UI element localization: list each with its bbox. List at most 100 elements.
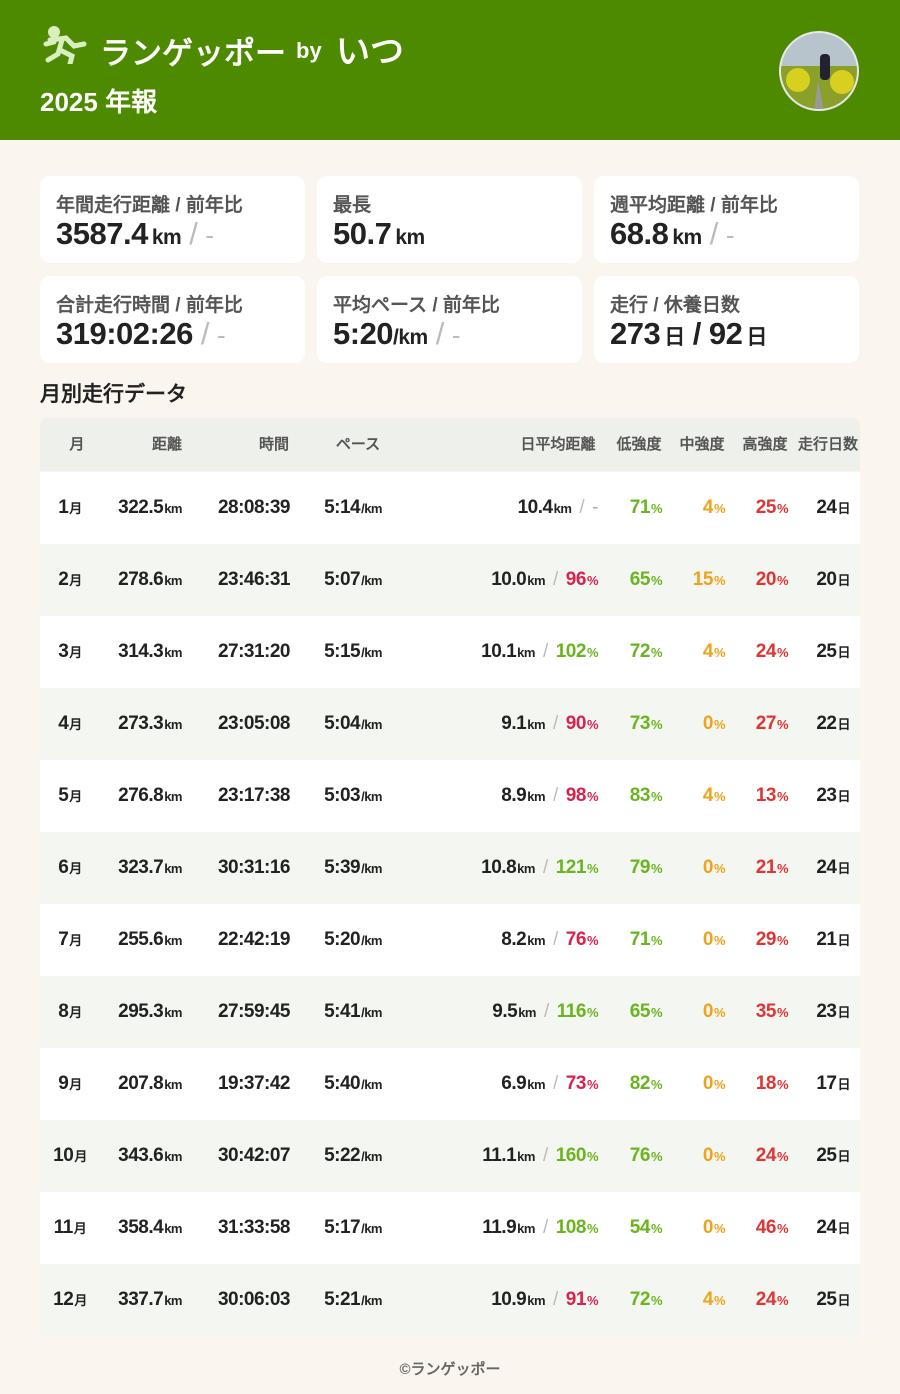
column-header: 低強度 [616, 436, 662, 453]
column-header: 中強度 [679, 436, 725, 453]
unit: km [527, 717, 546, 732]
cell-value: 35 [755, 1001, 777, 1022]
card-value: 50.7 [333, 216, 392, 251]
cell-value: 82 [629, 1073, 651, 1094]
cell-value: 90 [565, 713, 587, 734]
cell-value: 278.6 [118, 569, 164, 590]
table-cell: 10.8km / 121% [481, 832, 598, 904]
unit: 月 [69, 861, 82, 876]
unit: % [776, 645, 789, 660]
table-cell: 0% [703, 832, 726, 904]
table-cell: 30:31:16 [218, 832, 291, 904]
table-cell: 337.7km [118, 1264, 182, 1336]
table-cell: 8.9km / 98% [501, 760, 598, 832]
unit: % [650, 1293, 663, 1308]
cell-value: 5:07 [324, 569, 361, 590]
table-cell: 4% [703, 472, 726, 544]
table-cell: 23日 [816, 760, 850, 832]
table-cell: 13% [756, 760, 789, 832]
card-label: 平均ペース / 前年比 [333, 295, 500, 316]
summary-card: 週平均距離 / 前年比 68.8 km / - [594, 176, 859, 263]
card-compare: - [725, 220, 735, 250]
cell-value: 7 [58, 929, 69, 950]
unit: % [650, 1005, 663, 1020]
cell-value: 5:04 [324, 713, 361, 734]
cell-value: 54 [629, 1217, 651, 1238]
table-cell: 8月 [40, 976, 100, 1048]
cell-value: 23:05:08 [217, 713, 291, 734]
cell-value: 108 [555, 1217, 587, 1238]
cell-value: 5:15 [324, 641, 361, 662]
cell-value: / [553, 1289, 558, 1310]
table-cell: 9月 [40, 1048, 100, 1120]
subtitle: 2025 年報 [40, 87, 158, 117]
table-cell: 30:42:07 [218, 1120, 291, 1192]
table-row: 10月 343.6km 30:42:07 5:22/km 11.1km/160% 76% 0… [40, 1120, 860, 1192]
unit: % [713, 501, 726, 516]
unit: /km [361, 1149, 382, 1164]
unit: 月 [69, 573, 82, 588]
user-name: いつ [336, 33, 404, 71]
unit: km [164, 717, 182, 732]
unit: 月 [69, 933, 82, 948]
cell-value: 0 [702, 1001, 714, 1022]
card-label: 週平均距離 / 前年比 [610, 195, 778, 216]
table-cell: 10.1km / 102% [481, 616, 598, 688]
table-cell: 273.3km [118, 688, 182, 760]
summary-card: 平均ペース / 前年比 5:20/km / - [317, 276, 582, 363]
card-unit: 日 [746, 326, 767, 349]
logo-text: ランゲッポー [100, 36, 286, 71]
cell-value: 5:39 [324, 857, 361, 878]
table-cell: 5:41/km [324, 976, 382, 1048]
card-compare: - [216, 320, 226, 350]
cell-value: 72 [629, 641, 651, 662]
table-cell: 46% [756, 1192, 789, 1264]
cell-value: 27 [755, 713, 777, 734]
summary-card: 合計走行時間 / 前年比 319:02:26/- [40, 276, 305, 363]
unit: % [776, 861, 789, 876]
table-cell: 82% [629, 1048, 663, 1120]
card-value: 5:20 [333, 316, 394, 351]
cell-value: 4 [702, 785, 714, 806]
unit: km [517, 645, 535, 660]
unit: % [713, 573, 726, 588]
table-row: 8月 295.3km 27:59:45 5:41/km 9.5km/116% 65% 0% 3… [40, 976, 860, 1048]
card-separator: / [692, 316, 702, 351]
table-cell: 5:03/km [324, 760, 382, 832]
cell-value: 73 [629, 713, 651, 734]
card-label: 年間走行距離 / 前年比 [56, 195, 243, 216]
cell-value: 71 [629, 929, 651, 950]
cell-value: 337.7 [118, 1289, 164, 1310]
cell-value: 5:41 [324, 1001, 361, 1022]
unit: 日 [837, 501, 850, 516]
table-cell: 24日 [816, 832, 850, 904]
cell-value: 83 [629, 785, 651, 806]
unit: 月 [74, 1149, 87, 1164]
table-cell: 4月 [40, 688, 100, 760]
unit: % [586, 789, 599, 804]
table-cell: 0% [703, 904, 726, 976]
cell-value: 9 [58, 1073, 69, 1094]
unit: % [776, 789, 789, 804]
cell-value: 76 [565, 929, 587, 950]
table-cell: 8.2km / 76% [501, 904, 598, 976]
unit: % [713, 1005, 726, 1020]
cell-value: 6.9 [501, 1073, 527, 1094]
table-cell: 0% [703, 1192, 726, 1264]
cell-value: 30:06:03 [217, 1289, 291, 1310]
card-separator: / [189, 216, 198, 251]
cell-value: 5 [58, 785, 69, 806]
unit: 月 [69, 717, 82, 732]
table-cell: 5:04/km [324, 688, 382, 760]
unit: % [776, 1221, 789, 1236]
unit: % [586, 1077, 599, 1092]
card-compare: - [205, 220, 214, 250]
table-cell: 5:14/km [324, 472, 382, 544]
column-header: 距離 [151, 436, 183, 453]
cell-value: 11 [53, 1217, 74, 1238]
card-value-line: 5:20/km / - [333, 316, 461, 352]
unit: % [650, 1077, 663, 1092]
card-value: 273 [610, 316, 661, 351]
unit: km [164, 1293, 182, 1308]
cell-value: 11.9 [482, 1217, 517, 1238]
